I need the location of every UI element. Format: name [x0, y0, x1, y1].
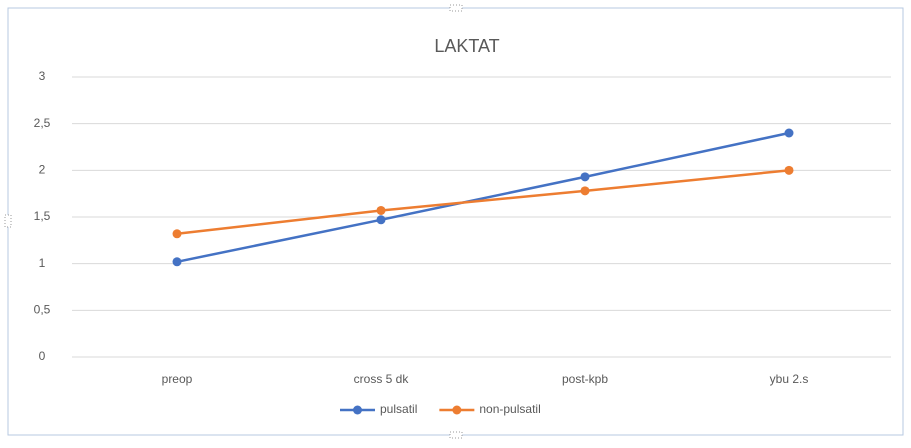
x-tick-label: cross 5 dk	[354, 372, 410, 386]
x-tick-label: post-kpb	[562, 372, 608, 386]
x-tick-label: ybu 2.s	[770, 372, 809, 386]
chart-title: LAKTAT	[434, 36, 499, 56]
resize-handle	[449, 431, 463, 439]
legend-marker	[353, 405, 362, 415]
point-marker	[784, 165, 794, 175]
y-tick-label: 3	[39, 69, 46, 83]
point-marker	[580, 186, 590, 196]
y-tick-label: 2	[39, 163, 46, 177]
x-tick-label: preop	[162, 372, 193, 386]
point-marker	[376, 205, 386, 215]
series-line	[176, 131, 790, 264]
point-marker	[172, 257, 182, 267]
y-tick-label: 1	[39, 256, 46, 270]
legend-marker	[452, 405, 462, 415]
y-tick-label: 1,5	[34, 209, 51, 223]
point-marker	[784, 128, 794, 138]
point-marker	[172, 229, 182, 239]
resize-handle	[4, 214, 12, 228]
y-tick-label: 2,5	[34, 116, 51, 130]
y-tick-label: 0	[39, 349, 46, 363]
resize-handle	[449, 4, 463, 12]
point-marker	[580, 172, 590, 182]
chart-frame	[7, 7, 904, 436]
point-marker	[376, 215, 386, 225]
series-line	[176, 169, 790, 236]
legend-label: pulsatil	[380, 402, 417, 416]
y-tick-label: 0,5	[34, 303, 51, 317]
legend-label: non-pulsatil	[479, 402, 540, 416]
